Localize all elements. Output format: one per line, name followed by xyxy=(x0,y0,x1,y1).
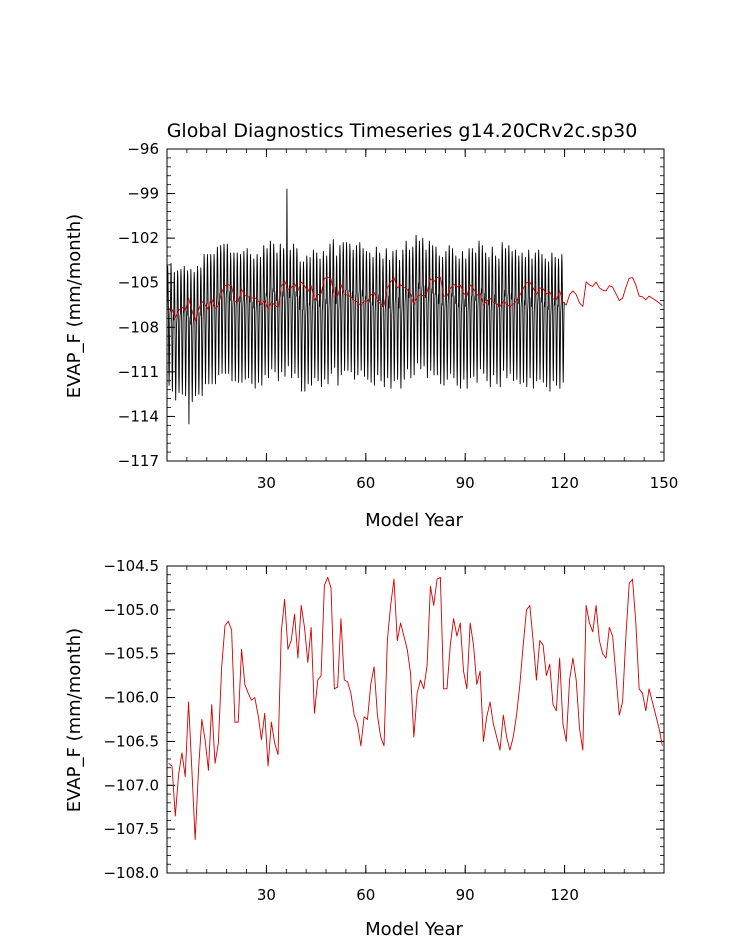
bottom-x-axis-label: Model Year xyxy=(365,919,463,940)
top-y-tick-label: −102 xyxy=(118,229,159,247)
bottom-x-axis: 30 60 90 120 xyxy=(166,566,665,904)
top-y-tick-label: −99 xyxy=(127,185,159,203)
bottom-plot-frame xyxy=(166,565,665,874)
bottom-x-tick-label: 30 xyxy=(257,886,276,904)
top-x-axis-label: Model Year xyxy=(365,510,463,531)
top-series-line-0 xyxy=(166,188,565,425)
bottom-x-tick-label: 90 xyxy=(456,886,475,904)
top-y-tick-label: −108 xyxy=(118,318,159,336)
top-chart-panel: Global Diagnostics Timeseries g14.20CRv2… xyxy=(64,120,678,531)
top-x-tick-label: 120 xyxy=(550,474,579,492)
top-y-tick-label: −96 xyxy=(127,140,159,158)
bottom-y-tick-label: −108.0 xyxy=(103,864,159,882)
top-x-tick-label: 90 xyxy=(456,474,475,492)
bottom-series-group xyxy=(168,576,663,841)
bottom-y-axis-label: EVAP_F (mm/month) xyxy=(64,628,85,812)
bottom-y-tick-label: −105.5 xyxy=(103,645,159,663)
top-x-axis: 30 60 90 120 150 xyxy=(166,149,679,492)
top-y-tick-label: −105 xyxy=(118,274,159,292)
top-series-group xyxy=(166,188,663,425)
bottom-y-axis: −108.0 −107.5 −107.0 −106.5 −106.0 −105.5 −105… xyxy=(103,557,664,882)
top-series-line-1 xyxy=(168,276,663,323)
bottom-chart-panel: −108.0 −107.5 −107.0 −106.5 −106.0 −105.5 −105… xyxy=(64,557,665,940)
chart-title: Global Diagnostics Timeseries g14.20CRv2… xyxy=(167,120,638,142)
bottom-x-tick-label: 120 xyxy=(550,886,579,904)
bottom-x-tick-label: 60 xyxy=(356,886,375,904)
top-x-tick-label: 60 xyxy=(356,474,375,492)
bottom-y-tick-label: −105.0 xyxy=(103,601,159,619)
top-y-tick-label: −117 xyxy=(118,452,159,470)
top-y-axis: −117 −114 −111 −108 −105 −102 −99 −96 xyxy=(118,140,664,470)
top-y-tick-label: −114 xyxy=(118,407,159,425)
bottom-y-tick-label: −106.0 xyxy=(103,689,159,707)
top-x-tick-label: 30 xyxy=(257,474,276,492)
bottom-y-tick-label: −106.5 xyxy=(103,732,159,750)
bottom-series-line-0 xyxy=(168,576,663,841)
bottom-y-tick-label: −107.5 xyxy=(103,820,159,838)
bottom-y-tick-label: −104.5 xyxy=(103,557,159,575)
top-x-tick-label: 150 xyxy=(650,474,679,492)
bottom-y-tick-label: −107.0 xyxy=(103,776,159,794)
top-y-axis-label: EVAP_F (mm/month) xyxy=(64,214,85,398)
top-y-tick-label: −111 xyxy=(118,363,159,381)
